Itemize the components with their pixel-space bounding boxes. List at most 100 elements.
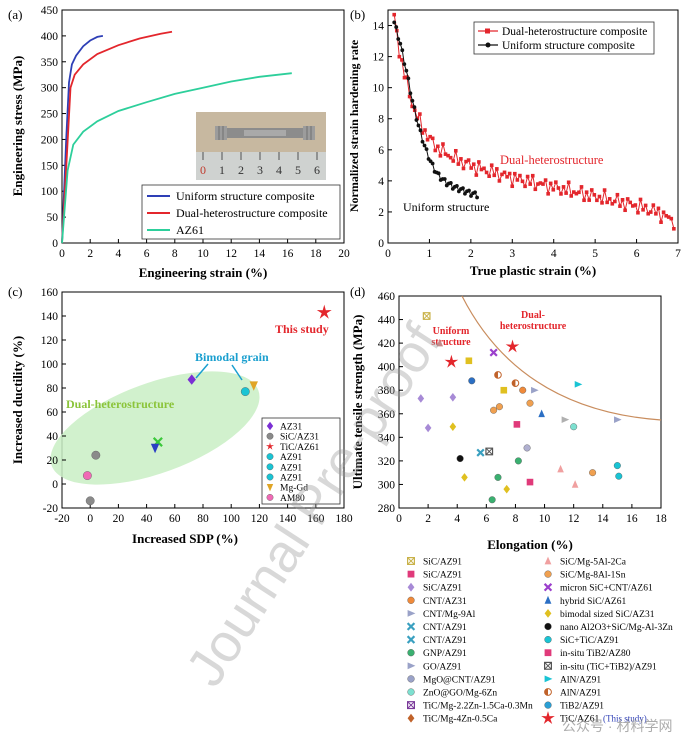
legend-d-right-label: SiC+TiC/AZ91 [560,636,619,646]
panel-d-legend: SiC/AZ91 SiC/AZ91 SiC/AZ91 CNT/AZ31 CNT/Mg-9… [406,556,673,725]
y-tick-label: 360 [378,409,396,421]
hardening-point-uniform [442,177,447,181]
legend-marker-d-right-cross [544,662,552,670]
annot-b-uniform: Uniform structure [403,200,489,214]
hardening-point-dual [471,162,476,166]
hardening-point-dual [543,178,548,182]
point-d-10 [574,381,583,388]
x-tick-label: 80 [197,513,209,525]
hardening-point-dual [605,200,609,205]
point-c-4 [240,387,250,396]
legend-marker-c [266,442,274,450]
hardening-point-uniform [402,62,407,67]
legend-d-right-label: AlN/AZ91 [560,689,601,699]
x-tick-label: 140 [279,513,297,525]
hardening-point-dual [633,203,638,207]
hardening-point-dual [505,175,509,179]
x-tick-label: 7 [675,248,681,260]
x-tick-label: 6 [483,513,489,525]
y-tick-label: 340 [378,432,396,444]
hardening-point-uniform [424,147,429,152]
legend-marker-d-right [541,711,555,724]
x-tick-label: 120 [251,513,269,525]
hardening-point-dual [451,159,456,163]
panel-d-points [417,312,623,504]
x-tick-label: 2 [425,513,431,525]
point-d-23 [523,444,531,452]
hardening-point-dual [620,197,625,202]
hardening-point-dual [666,215,671,219]
point-d-39 [505,339,520,353]
x-tick-label: 60 [169,513,181,525]
panel-d: (d) 0 2 4 6 8 10 12 14 16 18 280 300 320 340 360 380 400… [350,284,673,725]
legend-marker-uniform [485,42,491,48]
hardening-point-dual [392,12,397,17]
legend-marker-c [266,432,274,440]
hardening-point-dual [554,180,558,184]
legend-d-left-label: ZnO@GO/Mg-6Zn [423,689,497,699]
x-tick-label: 6 [144,248,150,260]
hardening-point-dual [592,193,597,197]
panel-d-xlabel: Elongation (%) [487,537,573,552]
x-tick-label: 8 [172,248,178,260]
y-tick-label: 280 [378,503,396,515]
hardening-point-uniform [416,123,421,128]
panel-c-legend: AZ31SiC/AZ31TiC/AZ61AZ91AZ91AZ91Mg-GdAM8… [261,417,341,505]
hardening-point-dual [607,197,612,201]
legend-d-right-label: nano Al2O3+SiC/Mg-Al-3Zn [560,623,673,633]
annot-b-dual: Dual-heterostructure [500,153,604,167]
hardening-point-uniform [475,195,479,200]
y-tick-label: 0 [52,479,58,491]
legend-b-uniform: Uniform structure composite [502,40,635,52]
arrow-bimodal-left [195,363,209,379]
x-tick-label: 8 [513,513,519,525]
hardening-point-dual [628,200,633,205]
legend-d-right-label: SiC/Mg-8Al-1Sn [560,571,626,581]
hardening-point-dual [669,216,674,221]
point-d-8 [519,386,527,394]
hardening-point-uniform [406,76,411,81]
panel-b-frame [387,9,679,244]
legend-marker-d-left [407,570,415,578]
y-tick-label: 14 [373,21,385,33]
legend-d-right-label: micron SiC+CNT/AZ61 [560,584,653,594]
point-d-18 [614,416,622,423]
x-tick-label: 18 [310,248,322,260]
y-tick-label: 380 [378,385,396,397]
x-tick-label: 16 [282,248,294,260]
panel-d-ticks: 0 2 4 6 8 10 12 14 16 18 280 300 320 340 360 380 400 420 4… [378,291,667,525]
hardening-point-dual [548,181,553,186]
hardening-point-uniform [392,20,397,25]
ruler-digit: 0 [200,163,206,177]
point-d-37 [488,496,496,504]
hardening-point-dual [407,94,412,99]
wechat-watermark: 公众号 · 材料学网 [562,718,672,734]
legend-marker-d-left [407,582,415,592]
annot-d-uniform-2: structure [431,337,471,348]
panel-c-label: (c) [8,284,22,299]
y-tick-label: 400 [378,362,396,374]
hardening-point-dual [672,226,676,231]
hardening-curve-0 [393,14,675,229]
legend-d-right-label: in-situ TiB2/AZ80 [560,649,631,659]
hardening-point-dual [579,185,584,189]
hardening-point-dual [420,131,425,135]
x-tick-label: 14 [254,248,266,260]
point-c-8 [82,471,92,480]
hardening-point-dual [464,159,468,164]
hardening-point-dual [536,182,540,186]
y-tick-label: 160 [41,287,59,299]
hardening-point-dual [664,213,668,218]
hardening-point-dual [577,190,581,195]
point-d-11 [417,394,425,403]
stress-strain-curve-1 [61,30,173,244]
hardening-point-dual [507,171,512,176]
hardening-point-dual [397,54,402,59]
legend-d-right-label: TiB2/AZ91 [560,702,604,712]
legend-marker-d-left [407,675,415,683]
point-c-6 [150,443,160,454]
panel-c: (c) -20 0 20 40 60 80 100 120 140 160 180 -20 0 20 40 6… [8,284,353,546]
y-tick-label: 300 [41,83,59,95]
hardening-point-dual [546,192,550,196]
